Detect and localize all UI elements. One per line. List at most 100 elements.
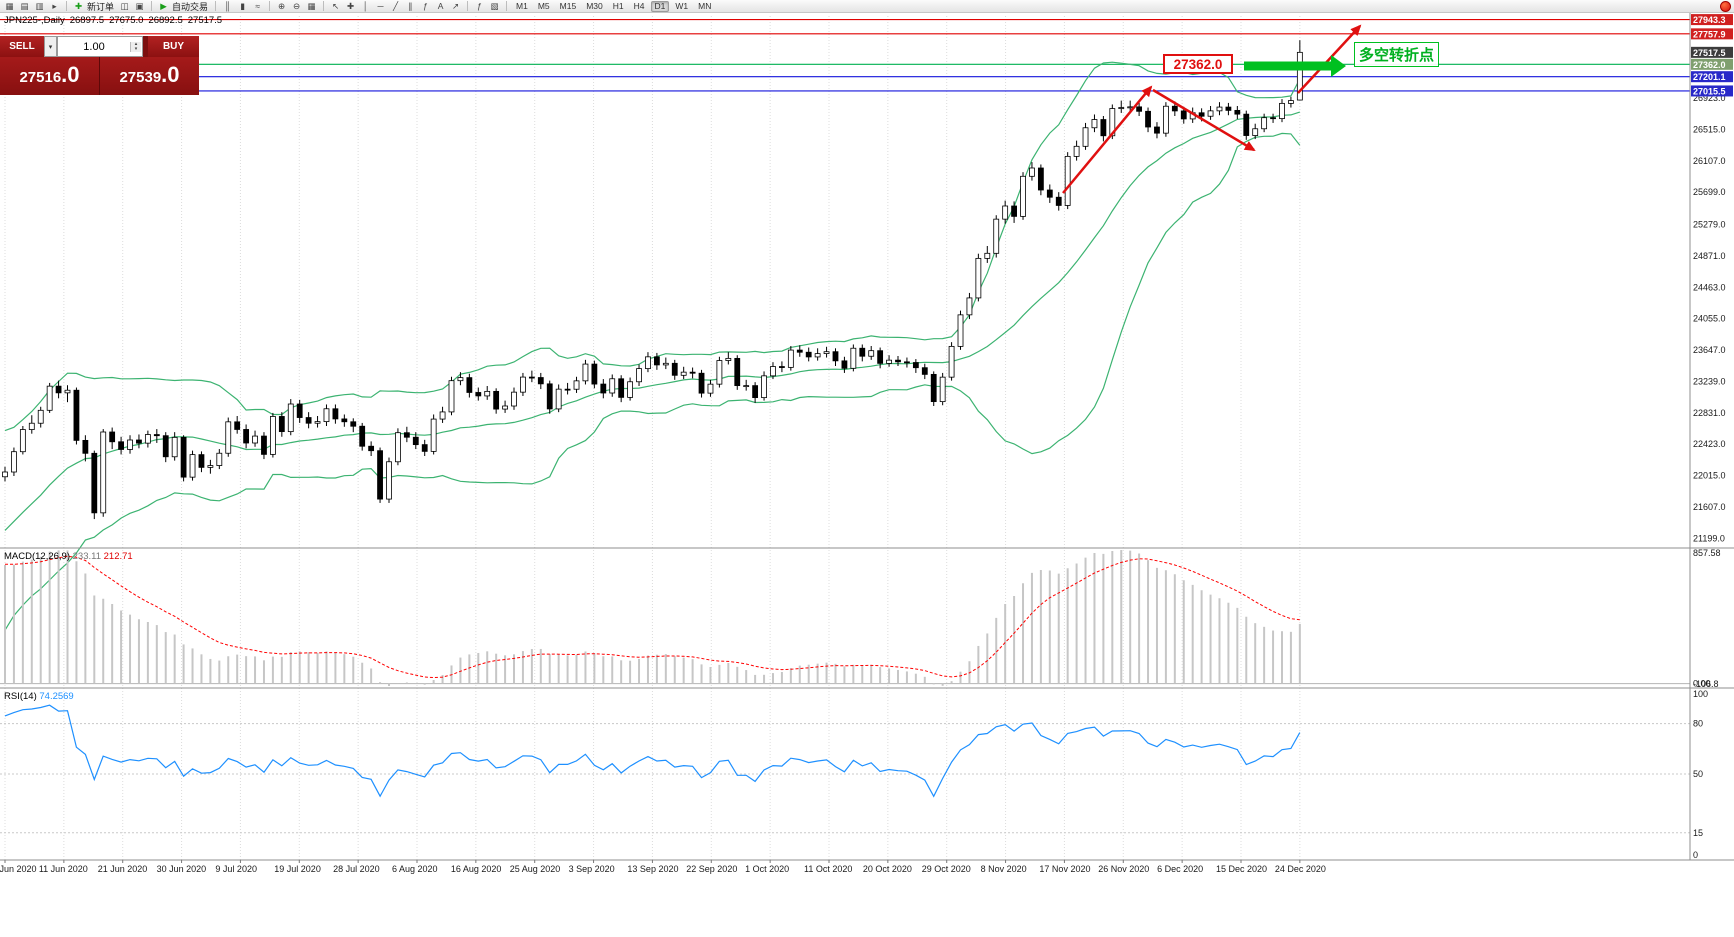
alert-icon[interactable] [1720, 1, 1731, 12]
bar-chart-icon[interactable]: ║ [224, 0, 231, 11]
timeframe-h4[interactable]: H4 [633, 1, 645, 11]
toolbar-separator [151, 1, 153, 11]
price-scale-label: 24055.0 [1693, 314, 1726, 324]
date-label: 21 Jun 2020 [98, 864, 148, 874]
terminal-icon[interactable]: ▣ [135, 0, 144, 11]
date-label: 25 Aug 2020 [510, 864, 561, 874]
date-label: 3 Sep 2020 [569, 864, 615, 874]
spinner-down-icon[interactable]: ▾ [131, 46, 141, 52]
price-scale-label: 21607.0 [1693, 502, 1726, 512]
toolbar-separator [323, 1, 325, 11]
price-marker [1691, 46, 1733, 58]
zoom-out-icon[interactable]: ⊖ [292, 0, 301, 11]
price-scale-label: 25279.0 [1693, 220, 1726, 230]
spinner-up-icon[interactable]: ▴ [131, 41, 141, 47]
timeframe-m5[interactable]: M5 [537, 1, 550, 11]
autotrading-icon[interactable]: ▶ [160, 0, 167, 11]
toolbar-separator [269, 1, 271, 11]
price-scale[interactable]: 26923.0 26515.0 26107.0 25699.0 25279.0 24871… [1691, 14, 1733, 860]
timeframe-w1[interactable]: W1 [675, 1, 689, 11]
price-scale-label: 26923.0 [1693, 93, 1726, 103]
macd-name: MACD(12,26,9) [4, 551, 70, 562]
new-chart-icon[interactable]: ▤ [20, 0, 29, 11]
price-marker [1691, 58, 1733, 70]
date-label: 9 Jul 2020 [215, 864, 257, 874]
cursor-icon[interactable]: ↖ [331, 0, 340, 11]
timeframe-m1[interactable]: M1 [516, 1, 528, 11]
sell-price-int: 27516 [19, 69, 62, 86]
rsi-indicator-label: RSI(14) 74.2569 [4, 691, 74, 702]
annotation-arrows[interactable] [1062, 24, 1362, 194]
trend-arrow[interactable] [1297, 24, 1362, 94]
macd-panel[interactable] [0, 550, 1690, 686]
sell-price-button[interactable]: 27516.0 [0, 57, 99, 95]
bollinger-bands[interactable] [4, 61, 1301, 631]
horizontal-line-objects[interactable] [0, 19, 1690, 92]
vertical-line-icon[interactable]: │ [362, 0, 369, 11]
crosshair-icon[interactable]: ✚ [346, 0, 355, 11]
timeframe-m30[interactable]: M30 [586, 1, 603, 11]
grid-icon[interactable]: ▦ [307, 0, 316, 11]
date-label: 28 Jul 2020 [333, 864, 380, 874]
buy-price-frac: .0 [161, 62, 180, 87]
rsi-scale-label: 50 [1693, 769, 1703, 779]
chart-symbol-period: JPN225-,Daily [4, 15, 65, 26]
date-label: 19 Jul 2020 [274, 864, 321, 874]
price-scale-label: 23239.0 [1693, 376, 1726, 386]
trendline-icon[interactable]: ╱ [392, 0, 399, 11]
price-marker-label: 27943.3 [1693, 15, 1726, 25]
volume-input[interactable]: 1.00 ▴ ▾ [57, 36, 143, 57]
ohlc-open: 26897.5 [69, 15, 105, 26]
chart-list-icon[interactable]: ▸ [52, 0, 57, 11]
one-click-trading-panel: SELL ▾ 1.00 ▴ ▾ BUY 27516.0 27539.0 [0, 36, 199, 95]
price-marker [1691, 71, 1733, 83]
templates-icon[interactable]: ▧ [490, 0, 499, 11]
indicators-icon[interactable]: ƒ [477, 0, 482, 11]
date-label: 29 Oct 2020 [922, 864, 971, 874]
candlestick-series[interactable] [2, 40, 1303, 520]
trend-arrow[interactable] [1152, 88, 1256, 152]
price-marker [1691, 28, 1733, 40]
timeframe-h1[interactable]: H1 [612, 1, 624, 11]
rsi-line [4, 704, 1301, 798]
date-label: 2 Jun 2020 [0, 864, 37, 874]
autotrading-label[interactable]: 自动交易 [172, 1, 209, 12]
order-type-dropdown[interactable]: ▾ [44, 36, 57, 57]
market-depth-icon[interactable]: ◫ [120, 0, 129, 11]
channel-icon[interactable]: ∥ [408, 0, 413, 11]
fibonacci-icon[interactable]: ƒ [423, 0, 428, 11]
price-marker-label: 27362.0 [1693, 60, 1726, 70]
chart-ohlc-header: JPN225-,Daily 26897.5 27675.0 26892.5 27… [4, 15, 222, 26]
ohlc-low: 26892.5 [148, 15, 183, 26]
trend-arrow[interactable] [1062, 85, 1153, 194]
window-icon[interactable]: ▦ [5, 0, 14, 11]
rsi-scale-label: 0 [1693, 850, 1698, 860]
text-tool-icon[interactable]: A [437, 0, 444, 11]
toolbar-separator [506, 1, 508, 11]
timeframe-d1[interactable]: D1 [650, 0, 670, 12]
timeframe-mn[interactable]: MN [698, 1, 712, 11]
candlestick-icon[interactable]: ▮ [240, 0, 245, 11]
horizontal-line-icon[interactable]: ─ [377, 0, 384, 11]
buy-button[interactable]: BUY [148, 36, 199, 57]
turning-point-label[interactable]: 多空转折点 [1354, 42, 1440, 67]
line-chart-icon[interactable]: ≈ [255, 0, 260, 11]
sell-button[interactable]: SELL [0, 36, 44, 57]
new-order-label[interactable]: 新订单 [87, 1, 115, 12]
price-annotation-label[interactable]: 27362.0 [1163, 54, 1233, 74]
buy-price-button[interactable]: 27539.0 [100, 57, 199, 95]
arrow-tool-icon[interactable]: ↗ [451, 0, 460, 11]
timeframe-m15[interactable]: M15 [559, 1, 577, 11]
profiles-icon[interactable]: ▥ [35, 0, 44, 11]
rsi-panel[interactable] [0, 704, 1690, 834]
price-scale-label: 24871.0 [1693, 251, 1726, 261]
zoom-in-icon[interactable]: ⊕ [277, 0, 286, 11]
sell-price-frac: .0 [61, 62, 80, 87]
price-scale-label: 24463.0 [1693, 282, 1726, 292]
price-scale-label: 23647.0 [1693, 345, 1726, 355]
new-order-icon[interactable]: ✚ [74, 0, 83, 11]
volume-spinner[interactable]: ▴ ▾ [130, 41, 141, 52]
toolbar-separator [66, 1, 67, 11]
